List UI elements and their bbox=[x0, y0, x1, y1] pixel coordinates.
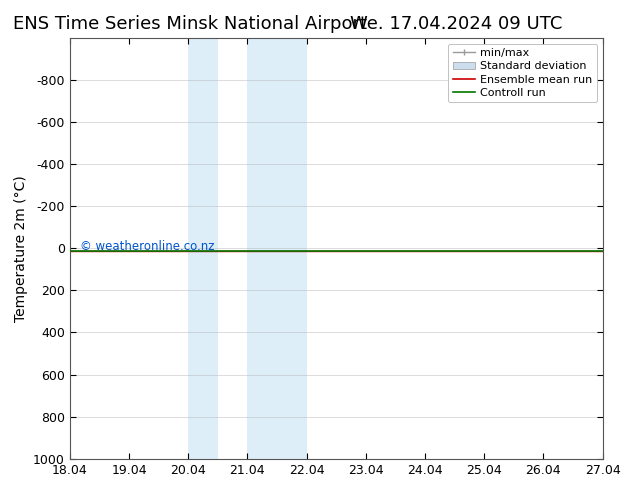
Bar bbox=[603, 38, 634, 459]
Legend: min/max, Standard deviation, Ensemble mean run, Controll run: min/max, Standard deviation, Ensemble me… bbox=[448, 44, 597, 102]
Bar bbox=[247, 38, 307, 459]
Text: ENS Time Series Minsk National Airport: ENS Time Series Minsk National Airport bbox=[13, 15, 367, 33]
Bar bbox=[188, 38, 218, 459]
Text: We. 17.04.2024 09 UTC: We. 17.04.2024 09 UTC bbox=[351, 15, 562, 33]
Y-axis label: Temperature 2m (°C): Temperature 2m (°C) bbox=[13, 175, 27, 322]
Text: © weatheronline.co.nz: © weatheronline.co.nz bbox=[81, 240, 215, 253]
